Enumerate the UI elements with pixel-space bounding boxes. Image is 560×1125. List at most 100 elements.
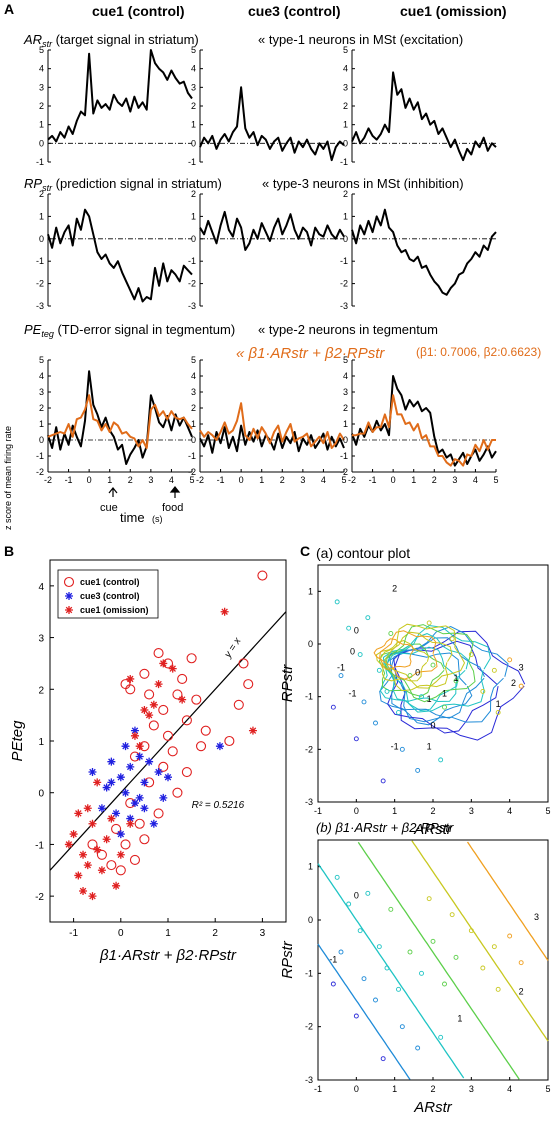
data-point xyxy=(419,970,424,976)
y-tick-label: 3 xyxy=(38,634,44,645)
x-tick-label: 3 xyxy=(469,1084,474,1094)
contour-label: 1 xyxy=(442,689,447,699)
point-asterisk xyxy=(140,804,149,813)
y-tick-label: 1 xyxy=(39,211,44,221)
x-tick-label: 1 xyxy=(107,475,112,485)
legend-label: cue1 (control) xyxy=(80,577,140,587)
point-circle xyxy=(139,668,150,679)
data-point xyxy=(495,710,501,715)
point-asterisk xyxy=(140,705,149,714)
data-point xyxy=(507,933,513,939)
panel-a-plots: -1 0 1 2 3 4 5 -1 0 1 2 3 4 5 -1 0 1 2 3 4 5 -3 -2 -1 0 1 2 -3 -2 -1 0… xyxy=(36,45,499,485)
y-tick-label: 3 xyxy=(39,387,44,397)
y-tick-label: 1 xyxy=(191,211,196,221)
data-point xyxy=(495,986,501,992)
y-tick-label: 0 xyxy=(39,138,44,148)
x-tick-label: 2 xyxy=(280,475,285,485)
food-arrow-icon xyxy=(169,486,181,498)
y-tick-label: 5 xyxy=(191,355,196,365)
point-circle xyxy=(153,808,164,819)
data-point xyxy=(388,631,394,636)
data-point xyxy=(407,673,413,679)
data-point xyxy=(442,704,447,710)
point-asterisk xyxy=(79,850,88,859)
contour-label: 0 xyxy=(350,647,355,657)
y-tick-label: 2 xyxy=(39,189,44,199)
y-tick-label: -3 xyxy=(305,797,313,807)
point-asterisk xyxy=(135,742,144,751)
x-tick-label: 1 xyxy=(392,806,397,816)
point-circle xyxy=(177,673,188,684)
x-tick-label: 3 xyxy=(469,806,474,816)
panel-c-linear-plot: -1 0 1 2 3 4 5 -3 -2 -1 0 1 0 -1 1 2 3 ARstr RPstr xyxy=(279,839,551,1116)
y-tick-label: 0 xyxy=(191,435,196,445)
data-point xyxy=(430,662,436,668)
point-asterisk xyxy=(116,850,125,859)
x-tick-label: 3 xyxy=(148,475,153,485)
y-tick-label: -1 xyxy=(340,157,348,167)
y-tick-label: 3 xyxy=(343,387,348,397)
contour-line xyxy=(394,630,526,741)
data-point xyxy=(357,652,363,657)
point-asterisk xyxy=(159,793,168,802)
y-tick-label: -2 xyxy=(36,467,44,477)
x-tick-label: 5 xyxy=(545,1084,550,1094)
y-tick-label: -2 xyxy=(36,279,44,289)
y-tick-label: -2 xyxy=(305,744,313,754)
y-tick-label: 4 xyxy=(343,371,348,381)
y-tick-label: 1 xyxy=(39,419,44,429)
point-asterisk xyxy=(93,845,102,854)
contour-label: 0 xyxy=(430,720,435,730)
x-tick-label: 5 xyxy=(493,475,498,485)
data-point xyxy=(361,976,367,982)
row2-right: « type-3 neurons in MSt (inhibition) xyxy=(262,176,464,191)
x-tick-label: -1 xyxy=(369,475,377,485)
y-tick-label: -2 xyxy=(188,279,196,289)
data-point xyxy=(480,688,486,694)
point-asterisk xyxy=(112,809,121,818)
panel-c-letter: C xyxy=(300,543,310,559)
y-tick-label: 3 xyxy=(343,82,348,92)
point-circle xyxy=(172,787,183,798)
point-asterisk xyxy=(88,819,97,828)
column-title-1: cue1 (control) xyxy=(92,3,185,19)
data-point xyxy=(361,699,367,705)
panel-b-scatter: -1 0 1 2 3 -2 -1 0 1 2 3 4 y = x R² = 0.5216 cue1 (con… xyxy=(9,559,287,964)
y-tick-label: 0 xyxy=(308,639,313,649)
x-tick-label: 3 xyxy=(300,475,305,485)
subplot-r2-c1: -3 -2 -1 0 1 2 xyxy=(36,189,193,311)
data-point xyxy=(396,986,401,992)
y-tick-label: 4 xyxy=(191,64,196,74)
y-tick-label: 2 xyxy=(343,403,348,413)
y-tick-label: -1 xyxy=(36,256,44,266)
subplot-r1-c3: -1 0 1 2 3 4 5 xyxy=(340,45,497,167)
legend-marker-circle xyxy=(63,576,75,588)
series-line xyxy=(199,210,345,251)
data-point xyxy=(346,625,352,631)
point-asterisk xyxy=(178,695,187,704)
data-point xyxy=(518,960,524,966)
y-tick-label: 5 xyxy=(343,45,348,55)
svg-text:ARstr (target signal in striat: ARstr (target signal in striatum) xyxy=(23,32,199,49)
contour-line xyxy=(317,943,411,1080)
data-point xyxy=(438,757,444,763)
x-tick-label: 3 xyxy=(260,928,266,939)
series-line-model xyxy=(47,394,193,449)
data-point xyxy=(334,874,340,880)
x-tick-label: -1 xyxy=(217,475,225,485)
point-asterisk xyxy=(93,778,102,787)
x-axis-label: β1·ARstr + β2·RPstr xyxy=(99,947,237,964)
series-line-peteg xyxy=(199,424,345,454)
svg-text:PEteg (TD-error signal in tegm: PEteg (TD-error signal in tegmentum) xyxy=(24,322,235,339)
row1-right: « type-1 neurons in MSt (excitation) xyxy=(258,32,463,47)
point-asterisk xyxy=(126,762,135,771)
point-asterisk xyxy=(130,731,139,740)
y-tick-label: -1 xyxy=(36,451,44,461)
contour-label: 2 xyxy=(519,987,524,997)
point-asterisk xyxy=(74,809,83,818)
data-point xyxy=(449,912,455,918)
row2-symbol: RP xyxy=(24,176,42,191)
data-point xyxy=(373,720,378,726)
data-point xyxy=(357,928,363,934)
